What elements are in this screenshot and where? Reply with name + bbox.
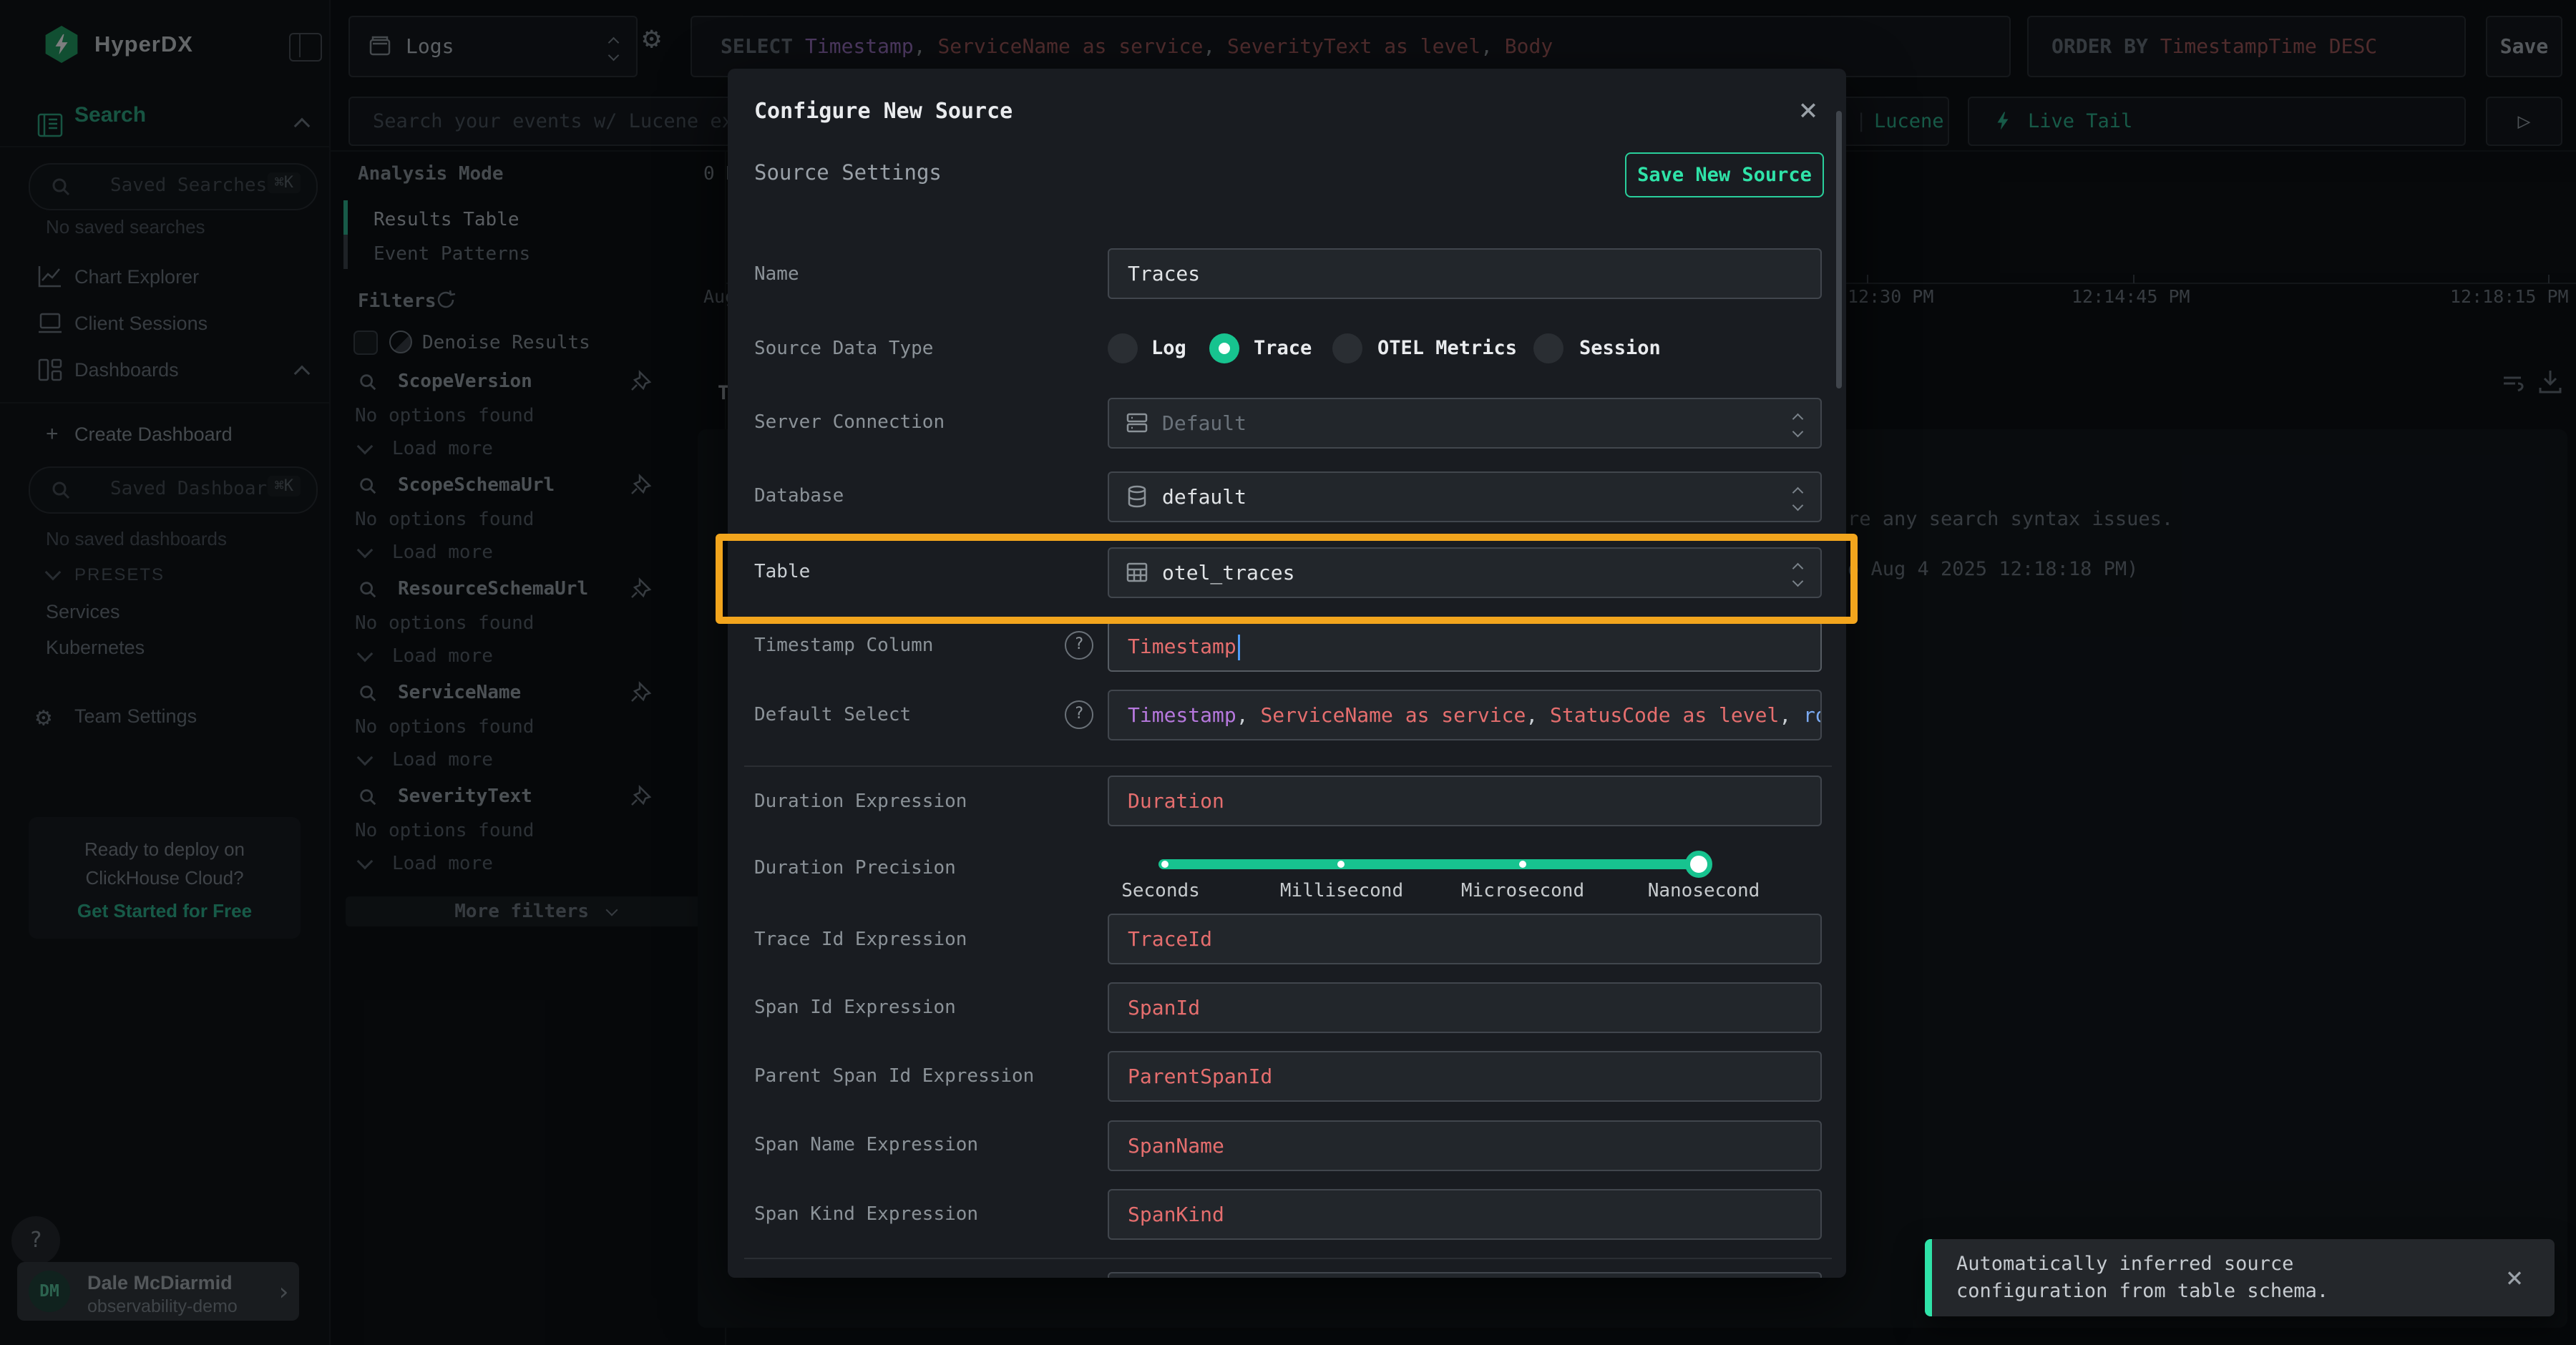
duration-expression-label: Duration Expression [754, 791, 967, 812]
radio-otel-metrics-label[interactable]: OTEL Metrics [1377, 337, 1518, 359]
chevron-updown-icon [1792, 413, 1804, 438]
radio-log-label[interactable]: Log [1151, 337, 1186, 359]
slider-handle[interactable] [1685, 851, 1712, 878]
span-kind-label: Span Kind Expression [754, 1203, 979, 1225]
timestamp-column-label: Timestamp Column [754, 635, 934, 656]
server-connection-select[interactable]: Default [1108, 398, 1822, 449]
modal-section-title: Source Settings [754, 160, 942, 185]
radio-trace-label[interactable]: Trace [1254, 337, 1312, 359]
divider [744, 1258, 1832, 1259]
trace-id-input[interactable]: TraceId [1108, 914, 1822, 964]
divider [744, 766, 1832, 767]
modal-scrollbar[interactable] [1836, 111, 1842, 388]
radio-session[interactable] [1533, 333, 1563, 363]
configure-source-modal: Configure New Source × Source Settings S… [728, 69, 1846, 1278]
save-new-source-button[interactable]: Save New Source [1625, 152, 1824, 197]
radio-log[interactable] [1108, 333, 1138, 363]
server-icon [1126, 413, 1148, 433]
parent-span-id-input[interactable]: ParentSpanId [1108, 1051, 1822, 1102]
span-id-label: Span Id Expression [754, 997, 956, 1018]
default-select-input[interactable]: Timestamp, ServiceName as service, Statu… [1108, 690, 1822, 740]
name-input[interactable]: Traces [1108, 248, 1822, 299]
help-icon[interactable]: ? [1065, 631, 1093, 660]
chevron-updown-icon [1792, 486, 1804, 512]
slider-stop[interactable] [1519, 861, 1526, 868]
duration-precision-slider[interactable] [1158, 851, 1712, 878]
database-select[interactable]: default [1108, 471, 1822, 522]
help-icon[interactable]: ? [1065, 700, 1093, 729]
default-select-label: Default Select [754, 704, 912, 725]
parent-span-id-label: Parent Span Id Expression [754, 1065, 1035, 1087]
database-icon [1128, 485, 1146, 508]
source-data-type-label: Source Data Type [754, 338, 934, 359]
radio-trace[interactable] [1209, 333, 1239, 363]
slider-label-seconds: Seconds [1121, 880, 1200, 901]
table-icon [1126, 562, 1148, 582]
slider-stop[interactable] [1161, 861, 1169, 868]
text-cursor [1237, 635, 1240, 660]
timestamp-column-input[interactable]: Timestamp [1108, 621, 1822, 672]
toast-message: Automatically inferred source configurat… [1956, 1253, 2329, 1302]
database-label: Database [754, 485, 844, 507]
duration-precision-label: Duration Precision [754, 857, 956, 879]
trace-id-label: Trace Id Expression [754, 929, 967, 950]
server-connection-label: Server Connection [754, 411, 945, 433]
slider-label-nanosecond: Nanosecond [1647, 880, 1760, 901]
name-label: Name [754, 263, 799, 285]
span-name-label: Span Name Expression [754, 1134, 979, 1155]
modal-title: Configure New Source [754, 99, 1013, 124]
slider-stop[interactable] [1337, 861, 1345, 868]
table-row-highlight-annotation [716, 534, 1858, 624]
table-label: Table [754, 561, 811, 582]
span-name-input[interactable]: SpanName [1108, 1120, 1822, 1171]
slider-label-millisecond: Millisecond [1279, 880, 1404, 901]
span-id-input[interactable]: SpanId [1108, 982, 1822, 1033]
radio-otel-metrics[interactable] [1332, 333, 1362, 363]
close-icon[interactable]: × [2505, 1261, 2524, 1294]
radio-session-label[interactable]: Session [1579, 337, 1661, 359]
toast-accent-bar [1925, 1239, 1932, 1316]
slider-label-microsecond: Microsecond [1460, 880, 1585, 901]
toast-notification: Automatically inferred source configurat… [1925, 1239, 2555, 1316]
span-kind-input[interactable]: SpanKind [1108, 1189, 1822, 1240]
next-field-input-partial[interactable] [1108, 1272, 1822, 1278]
table-select[interactable]: otel_traces [1108, 547, 1822, 598]
duration-expression-input[interactable]: Duration [1108, 776, 1822, 826]
close-icon[interactable]: × [1798, 92, 1818, 128]
